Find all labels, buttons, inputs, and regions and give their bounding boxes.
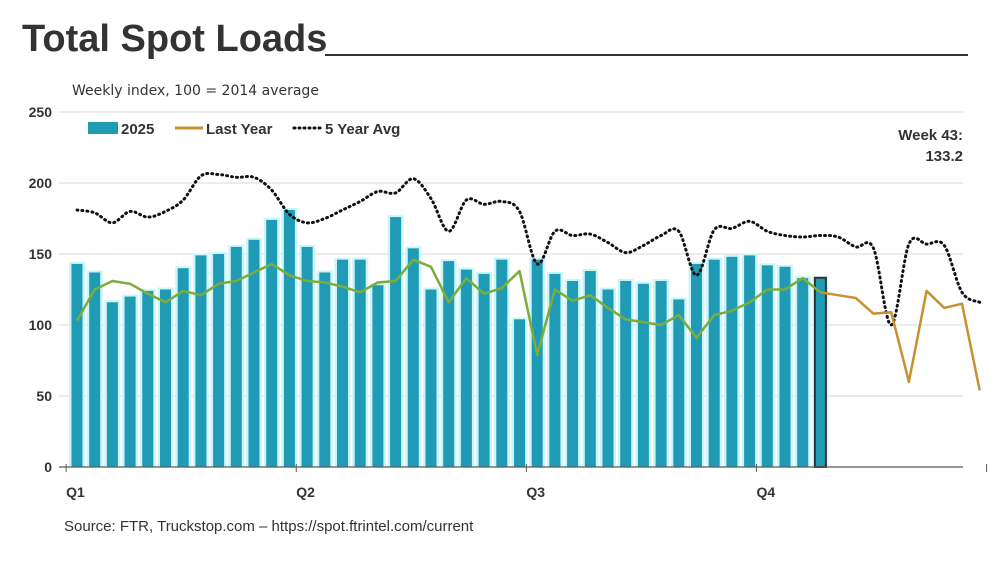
bar-week-19 — [390, 217, 402, 467]
x-tick-label-q1: Q1 — [66, 484, 85, 500]
y-tick-label-50: 50 — [36, 388, 52, 404]
bar-week-5 — [142, 290, 154, 467]
legend-label-2025: 2025 — [121, 121, 154, 138]
page-title: Total Spot Loads — [22, 18, 328, 60]
x-tick-label-q2: Q2 — [296, 484, 315, 500]
bars-2025 — [69, 207, 829, 468]
bar-week-25 — [496, 259, 508, 467]
bar-week-20 — [407, 248, 419, 467]
bar-week-8 — [195, 255, 207, 467]
bar-week-38 — [726, 256, 738, 467]
bar-week-39 — [744, 255, 756, 467]
week-annotation: Week 43: 133.2 — [898, 127, 963, 165]
bar-week-7 — [177, 268, 189, 467]
bar-week-9 — [213, 254, 225, 467]
bar-week-11 — [248, 239, 260, 467]
axes: 0 50 100 150 200 250 Q1 Q2 Q3 Q4 — [29, 104, 988, 500]
bar-week-18 — [372, 285, 384, 467]
bar-week-21 — [425, 289, 437, 467]
bar-week-28 — [549, 273, 561, 467]
bar-week-17 — [354, 259, 366, 467]
bar-week-22 — [443, 261, 455, 467]
bar-week-33 — [637, 283, 649, 467]
bar-week-3 — [106, 302, 118, 467]
bar-week-1 — [71, 263, 83, 467]
bar-week-2 — [89, 272, 101, 467]
bar-week-37 — [708, 259, 720, 467]
bar-week-29 — [567, 280, 579, 467]
legend-swatch-2025 — [88, 122, 118, 134]
bar-week-31 — [602, 289, 614, 467]
source-note: Source: FTR, Truckstop.com – https://spo… — [64, 518, 474, 535]
x-tick-label-q3: Q3 — [526, 484, 545, 500]
line-last-year-overlap — [75, 258, 822, 357]
bar-week-24 — [478, 273, 490, 467]
y-tick-label-0: 0 — [44, 459, 52, 475]
legend: 2025 Last Year 5 Year Avg — [88, 121, 400, 138]
bar-week-43 — [813, 276, 827, 468]
bar-week-42 — [797, 278, 809, 467]
legend-label-last-year: Last Year — [206, 121, 273, 138]
y-tick-label-100: 100 — [29, 317, 53, 333]
trend-lines — [75, 171, 982, 391]
annotation-line2: 133.2 — [925, 148, 963, 165]
bar-week-15 — [319, 272, 331, 467]
bar-week-30 — [584, 271, 596, 467]
line-5-year-avg — [75, 171, 982, 327]
legend-label-5-year-avg: 5 Year Avg — [325, 121, 400, 138]
annotation-line1: Week 43: — [898, 127, 963, 144]
bar-week-40 — [761, 265, 773, 467]
bar-week-13 — [283, 209, 295, 468]
title-rule — [325, 54, 968, 56]
y-tick-label-250: 250 — [29, 104, 53, 120]
bar-week-34 — [655, 280, 667, 467]
bar-week-16 — [337, 259, 348, 467]
y-tick-label-150: 150 — [29, 246, 53, 262]
bar-week-32 — [620, 280, 632, 467]
bar-week-35 — [673, 299, 685, 467]
bar-week-27 — [531, 259, 543, 467]
bar-week-4 — [124, 296, 136, 467]
chart-subtitle: Weekly index, 100 = 2014 average — [72, 83, 319, 99]
bar-week-12 — [266, 219, 278, 467]
bar-week-36 — [691, 263, 702, 467]
bar-week-6 — [160, 289, 171, 467]
bar-week-23 — [460, 269, 472, 467]
bar-week-41 — [779, 266, 791, 467]
y-tick-label-200: 200 — [29, 175, 53, 191]
bar-week-10 — [230, 246, 242, 467]
line-last-year — [820, 289, 981, 391]
bar-week-26 — [514, 319, 525, 467]
x-tick-label-q4: Q4 — [756, 484, 775, 500]
gridlines — [59, 111, 963, 397]
bar-week-14 — [301, 246, 313, 467]
